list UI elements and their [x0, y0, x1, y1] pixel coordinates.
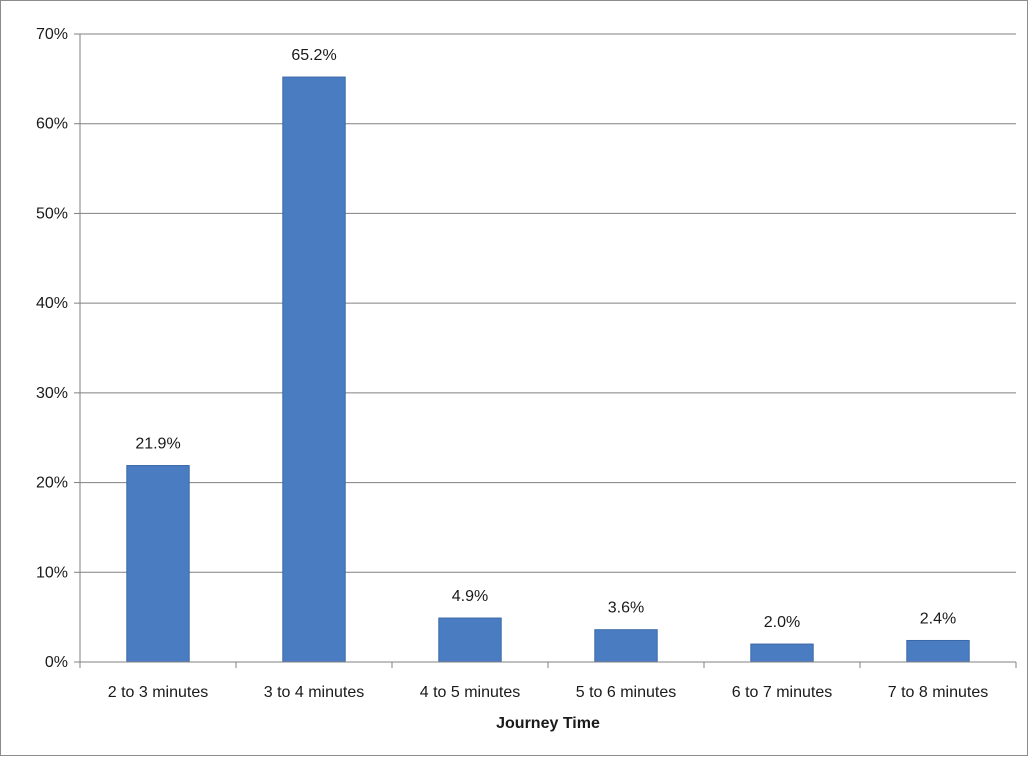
y-tick-label: 40%	[36, 295, 68, 312]
bar-data-label: 4.9%	[452, 588, 488, 605]
y-tick-label: 10%	[36, 564, 68, 581]
bar-data-label: 65.2%	[291, 47, 336, 64]
y-tick-label: 20%	[36, 475, 68, 492]
bar-data-label: 3.6%	[608, 600, 644, 617]
y-tick-label: 0%	[45, 654, 68, 671]
x-tick-label: 2 to 3 minutes	[108, 684, 209, 701]
x-tick-label: 4 to 5 minutes	[420, 684, 521, 701]
bars	[126, 76, 970, 663]
bar	[126, 465, 190, 663]
y-tick-label: 30%	[36, 385, 68, 402]
bar	[438, 617, 502, 663]
x-axis-title: Journey Time	[496, 715, 600, 732]
bar-data-label: 2.4%	[920, 610, 956, 627]
bar	[750, 643, 814, 663]
y-tick-label: 70%	[36, 26, 68, 43]
axes	[74, 33, 1017, 668]
y-tick-label: 60%	[36, 116, 68, 133]
bar	[594, 629, 658, 663]
x-tick-label: 6 to 7 minutes	[732, 684, 833, 701]
bar	[282, 76, 346, 663]
x-tick-label: 7 to 8 minutes	[888, 684, 989, 701]
x-tick-label: 3 to 4 minutes	[264, 684, 365, 701]
y-tick-label: 50%	[36, 205, 68, 222]
bar	[906, 639, 970, 663]
bar-data-label: 2.0%	[764, 614, 800, 631]
bar-data-label: 21.9%	[135, 436, 180, 453]
x-tick-label: 5 to 6 minutes	[576, 684, 677, 701]
labels: 0% 10% 20% 30% 40% 50% 60% 70% 21.9% 2 to 3 minut…	[36, 26, 988, 701]
gridlines	[80, 33, 1016, 573]
